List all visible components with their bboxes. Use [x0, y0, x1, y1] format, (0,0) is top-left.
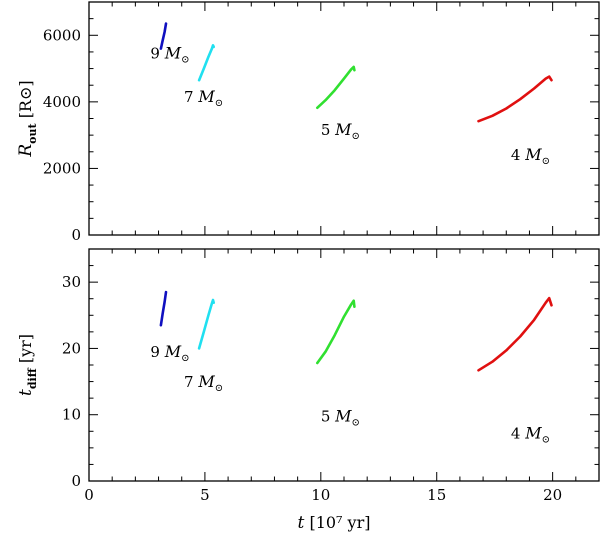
bottom-series-label-9msun: 9 M⊙ [150, 342, 189, 364]
bottom-y-tick-label: 0 [71, 472, 81, 490]
bottom-y-axis-label: tdiff [yr] [16, 334, 39, 396]
top-y-tick-label: 0 [71, 226, 81, 244]
bottom-x-axis-label: t [10⁷ yr] [298, 513, 371, 533]
bottom-series-line-7msun [197, 298, 215, 350]
bottom-y-tick-label: 30 [62, 273, 81, 291]
bottom-x-tick-label: 10 [311, 486, 330, 504]
top-series-label-5msun: 5 M⊙ [321, 120, 360, 142]
bottom-x-tick-label: 0 [84, 486, 94, 504]
top-series-line-9msun [159, 22, 168, 50]
bottom-y-tick-label: 20 [62, 339, 81, 357]
bottom-plot-frame [88, 248, 600, 482]
top-series-label-7msun: 7 M⊙ [184, 87, 223, 109]
bottom-series-label-7msun: 7 M⊙ [184, 372, 223, 394]
bottom-x-tick-label: 5 [200, 486, 210, 504]
top-series-label-9msun: 9 M⊙ [150, 44, 189, 66]
bottom-x-tick-label: 15 [427, 486, 446, 504]
top-y-tick-label: 4000 [43, 93, 81, 111]
bottom-series-line-9msun [159, 290, 168, 327]
top-y-tick-label: 2000 [43, 159, 81, 177]
top-series-line-7msun [197, 43, 215, 82]
top-plot-frame [88, 1, 600, 236]
bottom-series-line-4msun [477, 296, 553, 372]
top-series-label-4msun: 4 M⊙ [511, 145, 550, 167]
bottom-series-label-5msun: 5 M⊙ [321, 406, 360, 428]
bottom-series-label-4msun: 4 M⊙ [511, 424, 550, 446]
top-series-line-5msun [315, 65, 356, 110]
top-y-tick-label: 6000 [43, 26, 81, 44]
top-y-axis-label: Rout [R⊙] [16, 80, 39, 157]
bottom-y-tick-label: 10 [62, 406, 81, 424]
bottom-x-tick-label: 20 [543, 486, 562, 504]
top-series-line-4msun [477, 75, 553, 123]
bottom-series-line-5msun [315, 299, 356, 365]
